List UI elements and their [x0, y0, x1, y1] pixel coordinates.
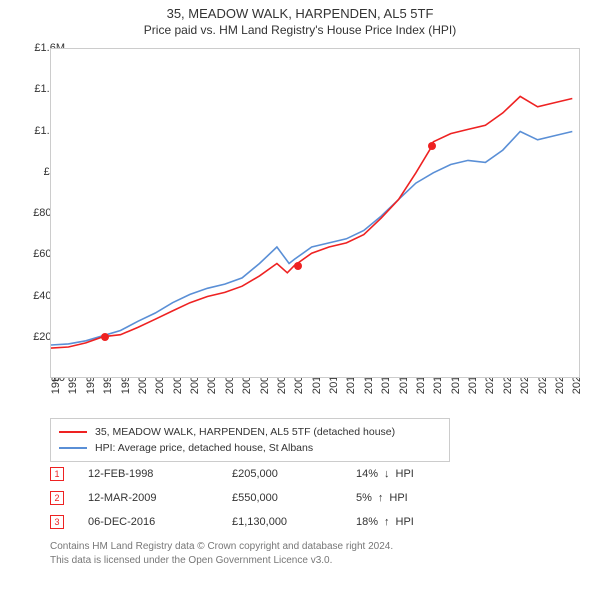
sale-date: 12-MAR-2009 — [88, 492, 208, 504]
line-series — [51, 49, 581, 379]
plot-area — [50, 48, 580, 378]
sale-dot — [294, 262, 302, 270]
sale-price: £205,000 — [232, 468, 332, 480]
sale-price: £550,000 — [232, 492, 332, 504]
sale-date: 06-DEC-2016 — [88, 516, 208, 528]
attribution: Contains HM Land Registry data © Crown c… — [50, 540, 550, 567]
sale-vs-hpi: 18% ↑ HPI — [356, 516, 486, 528]
legend-label: 35, MEADOW WALK, HARPENDEN, AL5 5TF (det… — [95, 426, 395, 438]
legend-swatch-red — [59, 431, 87, 433]
arrow-icon: ↑ — [378, 492, 384, 504]
legend-item: 35, MEADOW WALK, HARPENDEN, AL5 5TF (det… — [59, 424, 441, 440]
title-address: 35, MEADOW WALK, HARPENDEN, AL5 5TF — [0, 6, 600, 21]
sale-index-box: 2 — [50, 491, 64, 505]
legend-item: HPI: Average price, detached house, St A… — [59, 440, 441, 456]
red-line — [51, 96, 572, 348]
sales-row: 2 12-MAR-2009 £550,000 5% ↑ HPI — [50, 486, 486, 510]
arrow-icon: ↑ — [384, 516, 390, 528]
sale-dot — [101, 333, 109, 341]
blue-line — [51, 132, 572, 346]
sales-row: 1 12-FEB-1998 £205,000 14% ↓ HPI — [50, 462, 486, 486]
sale-pct: 5% — [356, 492, 372, 504]
legend: 35, MEADOW WALK, HARPENDEN, AL5 5TF (det… — [50, 418, 450, 462]
sale-index-box: 1 — [50, 467, 64, 481]
chart-titles: 35, MEADOW WALK, HARPENDEN, AL5 5TF Pric… — [0, 0, 600, 37]
title-subtitle: Price paid vs. HM Land Registry's House … — [0, 23, 600, 37]
sale-date: 12-FEB-1998 — [88, 468, 208, 480]
legend-swatch-blue — [59, 447, 87, 449]
sale-vs: HPI — [389, 492, 407, 504]
sale-dot — [428, 142, 436, 150]
sales-row: 3 06-DEC-2016 £1,130,000 18% ↑ HPI — [50, 510, 486, 534]
legend-label: HPI: Average price, detached house, St A… — [95, 442, 313, 454]
sale-pct: 18% — [356, 516, 378, 528]
footer-line: Contains HM Land Registry data © Crown c… — [50, 540, 550, 554]
sale-vs: HPI — [396, 468, 414, 480]
sale-pct: 14% — [356, 468, 378, 480]
chart-container: 35, MEADOW WALK, HARPENDEN, AL5 5TF Pric… — [0, 0, 600, 590]
sales-table: 1 12-FEB-1998 £205,000 14% ↓ HPI 2 12-MAR-2009 £… — [50, 462, 486, 534]
arrow-icon: ↓ — [384, 468, 390, 480]
sale-vs-hpi: 5% ↑ HPI — [356, 492, 486, 504]
sale-index-box: 3 — [50, 515, 64, 529]
sale-price: £1,130,000 — [232, 516, 332, 528]
footer-line: This data is licensed under the Open Gov… — [50, 554, 550, 568]
sale-vs: HPI — [396, 516, 414, 528]
sale-vs-hpi: 14% ↓ HPI — [356, 468, 486, 480]
